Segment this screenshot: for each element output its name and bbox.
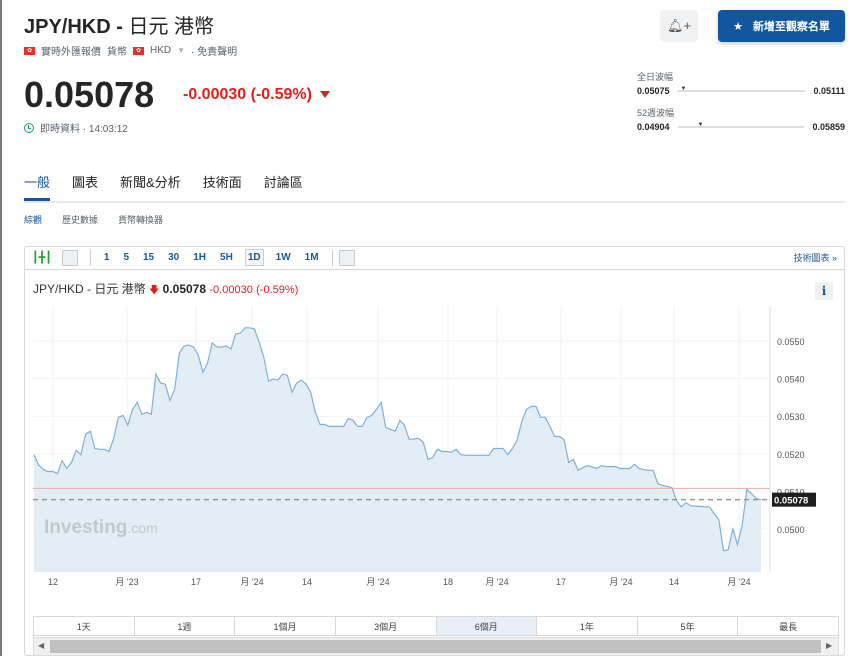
tab-discussion[interactable]: 討論區 bbox=[263, 175, 303, 190]
x-tick-label: 月 '24 bbox=[485, 577, 508, 587]
y-tick-label: 0.0520 bbox=[777, 450, 805, 460]
layout-icon[interactable] bbox=[338, 249, 355, 266]
52-week-range: 52週波幅 0.04904 ▼ 0.05859 bbox=[637, 108, 845, 132]
type-label: 貨幣 bbox=[107, 47, 127, 58]
tab-general[interactable]: 一般 bbox=[24, 172, 51, 201]
add-alert-button[interactable]: 🔔︎+ bbox=[660, 10, 698, 42]
interval-1w[interactable]: 1W bbox=[275, 252, 291, 263]
hk-flag-icon: ✿ bbox=[24, 46, 35, 55]
x-tick-label: 12 bbox=[48, 577, 58, 587]
subtab-overview[interactable]: 綜觀 bbox=[24, 215, 43, 225]
period-1y[interactable]: 1年 bbox=[537, 617, 638, 635]
tab-divider bbox=[24, 201, 845, 203]
x-tick-label: 17 bbox=[556, 577, 566, 587]
x-tick-label: 18 bbox=[443, 577, 453, 587]
disclaimer-link[interactable]: · 免責聲明 bbox=[191, 47, 238, 58]
subtab-currency-converter[interactable]: 貨幣轉換器 bbox=[118, 215, 164, 225]
x-tick-label: 月 '24 bbox=[240, 577, 263, 587]
update-time: 即時資料 · 14:03:12 bbox=[24, 120, 128, 135]
interval-1m[interactable]: 1M bbox=[304, 252, 319, 263]
page-title: JPY/HKD - 日元 港幣 bbox=[24, 16, 215, 38]
interval-15[interactable]: 15 bbox=[143, 252, 155, 263]
interval-1[interactable]: 1 bbox=[103, 252, 110, 263]
instrument-meta: ✿ 實時外匯報價 貨幣 ✿ HKD ▼ · 免責聲明 bbox=[24, 43, 237, 58]
x-tick-label: 14 bbox=[302, 577, 312, 587]
period-3m[interactable]: 3個月 bbox=[336, 617, 437, 635]
technical-chart-link[interactable]: 技術圖表 » bbox=[793, 253, 837, 263]
window-edge bbox=[0, 0, 2, 656]
main-tabs: 一般 圖表 新聞&分析 技術面 討論區 bbox=[24, 172, 303, 201]
x-tick-label: 月 '24 bbox=[727, 577, 750, 587]
candlestick-icon[interactable]: ┃╋┃ bbox=[32, 252, 52, 264]
period-1w[interactable]: 1週 bbox=[135, 617, 236, 635]
tab-chart[interactable]: 圖表 bbox=[72, 175, 99, 190]
x-tick-label: 月 '23 bbox=[115, 577, 138, 587]
toolbar-separator bbox=[331, 249, 333, 266]
source-label: 實時外匯報價 bbox=[41, 47, 101, 58]
range-marker-icon: ▼ bbox=[680, 86, 687, 92]
scrollbar-thumb[interactable] bbox=[50, 640, 821, 653]
day-range: 全日波幅 0.05075 ▼ 0.05111 bbox=[637, 72, 845, 96]
star-icon: ★ bbox=[733, 20, 743, 33]
y-tick-label: 0.0500 bbox=[777, 525, 805, 535]
sub-tabs: 綜觀 歷史數據 貨幣轉換器 bbox=[24, 213, 163, 226]
period-1m[interactable]: 1個月 bbox=[235, 617, 336, 635]
down-arrow-icon bbox=[319, 91, 330, 99]
hk-flag-icon: ✿ bbox=[133, 46, 144, 55]
x-tick-label: 14 bbox=[669, 577, 679, 587]
y-tick-label: 0.0530 bbox=[777, 412, 805, 422]
interval-30[interactable]: 30 bbox=[168, 252, 180, 263]
currency-select[interactable]: HKD bbox=[150, 45, 172, 56]
chevron-down-icon[interactable]: ▼ bbox=[177, 46, 186, 55]
tab-news-analysis[interactable]: 新聞&分析 bbox=[120, 175, 181, 190]
interval-1h[interactable]: 1H bbox=[193, 252, 207, 263]
x-tick-label: 17 bbox=[191, 577, 201, 587]
interval-1d[interactable]: 1D bbox=[244, 249, 264, 266]
last-price-badge bbox=[772, 492, 816, 507]
interval-5[interactable]: 5 bbox=[123, 252, 129, 263]
clock-icon bbox=[24, 122, 34, 133]
x-tick-label: 月 '24 bbox=[366, 577, 389, 587]
down-arrow-icon: 🡇︎ bbox=[149, 285, 160, 296]
toolbar-separator bbox=[89, 249, 91, 266]
last-price-label: 0.05078 bbox=[774, 496, 808, 507]
y-tick-label: 0.0510 bbox=[777, 487, 805, 497]
scroll-left-icon[interactable]: ◀ bbox=[38, 641, 45, 650]
period-1d[interactable]: 1天 bbox=[34, 617, 135, 635]
y-tick-label: 0.0540 bbox=[777, 375, 805, 385]
bell-plus-icon: 🔔︎+ bbox=[666, 18, 692, 33]
period-max[interactable]: 最長 bbox=[779, 622, 798, 632]
watermark-logo: Investing.com bbox=[44, 517, 158, 538]
price-change: -0.00030 (-0.59%) bbox=[183, 86, 330, 104]
tab-technical[interactable]: 技術面 bbox=[202, 175, 242, 190]
add-to-watchlist-button[interactable]: ★ 新增至觀察名單 bbox=[718, 10, 845, 42]
scroll-right-icon[interactable]: ▶ bbox=[826, 641, 833, 650]
info-icon[interactable]: i bbox=[815, 282, 833, 300]
period-selector: 1天 1週 1個月 3個月 6個月 1年 5年 最長 bbox=[33, 616, 839, 636]
chart-title: JPY/HKD - 日元 港幣 🡇︎ 0.05078 -0.00030 (-0.… bbox=[33, 282, 299, 296]
subtab-historical-data[interactable]: 歷史數據 bbox=[62, 215, 99, 225]
period-6m[interactable]: 6個月 bbox=[436, 617, 538, 635]
price-area bbox=[34, 327, 761, 572]
x-tick-label: 月 '24 bbox=[609, 577, 632, 587]
last-price: 0.05078 bbox=[24, 74, 155, 115]
price-line bbox=[33, 327, 762, 552]
area-chart-icon[interactable] bbox=[61, 249, 78, 266]
y-tick-label: 0.0550 bbox=[777, 337, 805, 347]
chart-toolbar: ┃╋┃ 1 5 15 30 1H 5H 1D 1W 1M 技術圖表 » bbox=[24, 246, 845, 270]
period-5y[interactable]: 5年 bbox=[638, 617, 739, 635]
range-marker-icon: ▼ bbox=[697, 122, 704, 128]
interval-5h[interactable]: 5H bbox=[220, 252, 233, 263]
